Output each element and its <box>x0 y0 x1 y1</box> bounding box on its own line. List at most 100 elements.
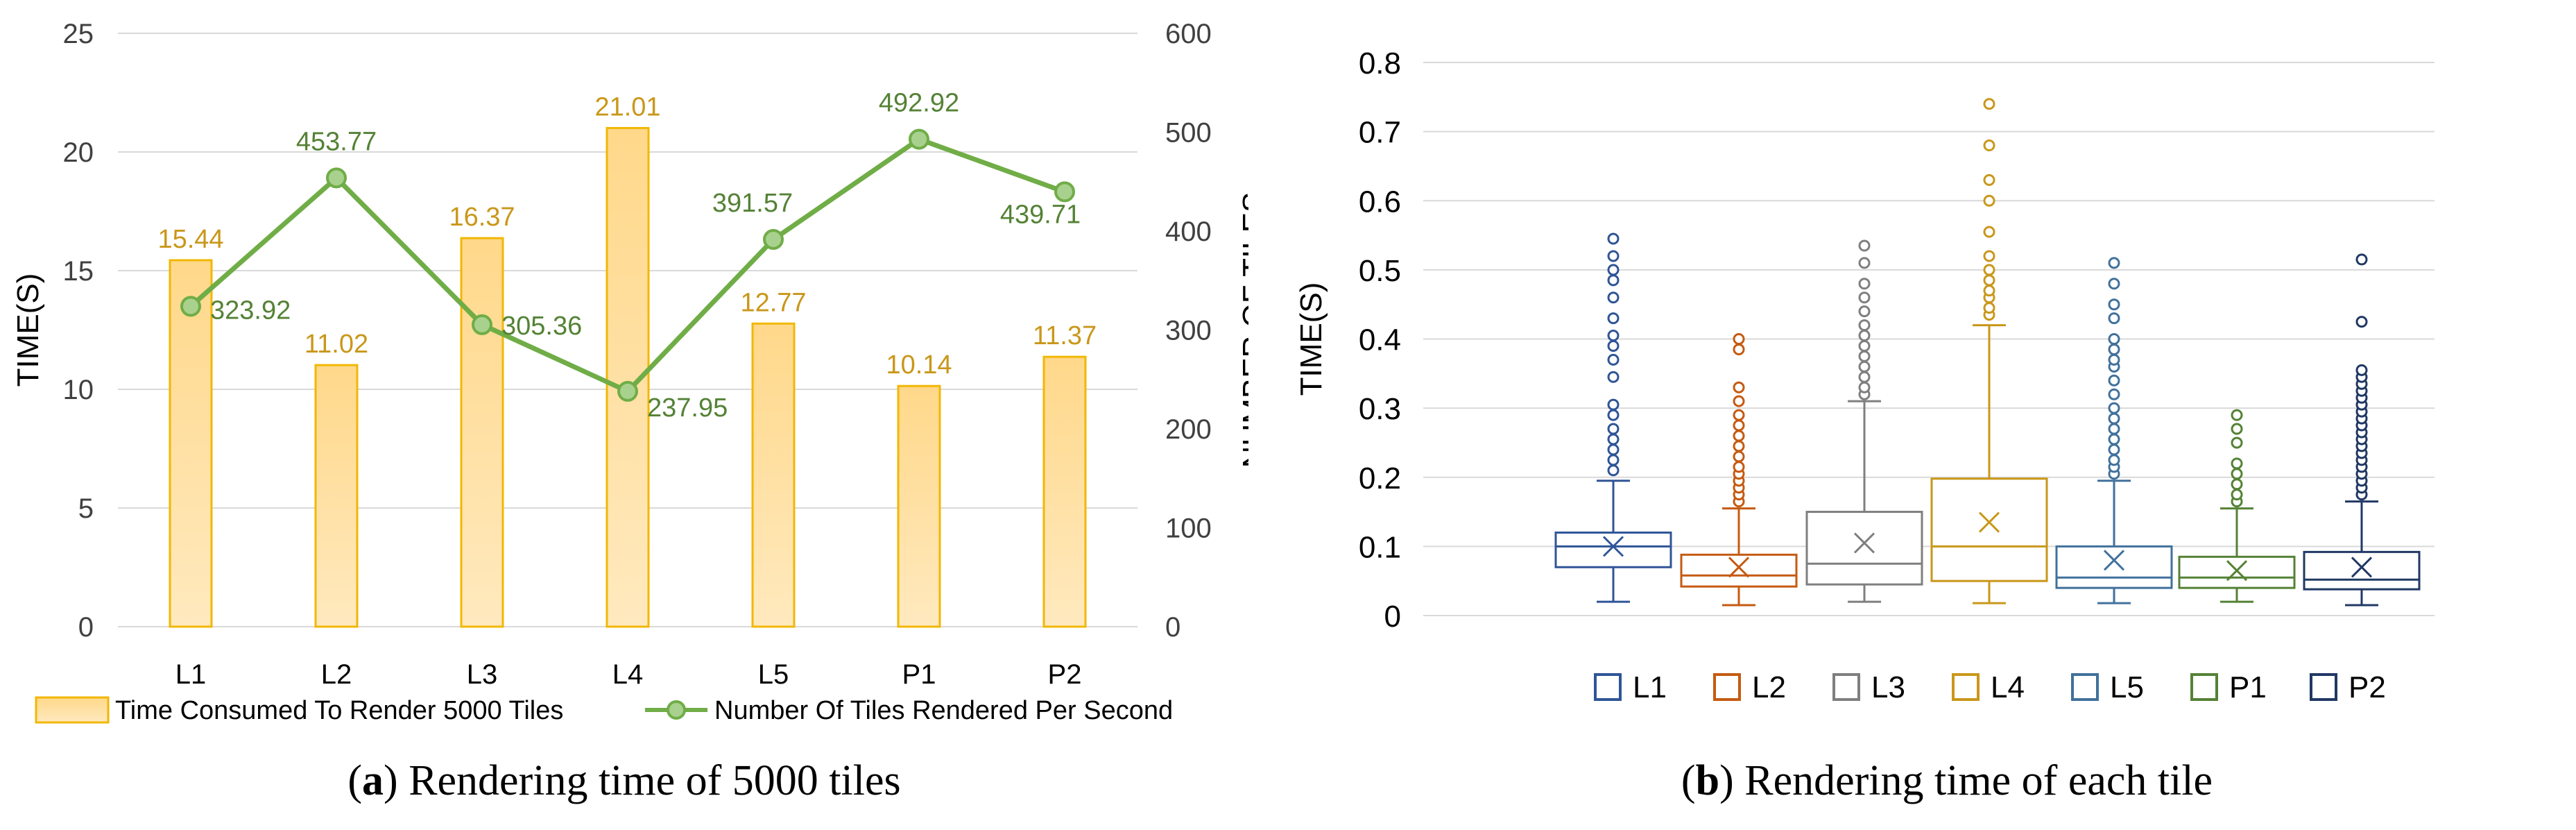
legend-swatch-bar <box>35 696 110 724</box>
box-outlier <box>1607 330 1620 342</box>
bar-data-label: 11.37 <box>1033 321 1097 350</box>
legend-swatch-b <box>1952 673 1980 701</box>
box-outlier <box>2231 457 2243 470</box>
bar <box>1042 355 1087 628</box>
chart-a: 0 5 10 15 20 25 0 100 200 300 400 500 600 TIME(S) NUMB… <box>11 19 1248 725</box>
box-outlier <box>1858 305 1871 318</box>
x-tick-label-a: P2 <box>1048 659 1082 690</box>
box-outlier <box>1607 274 1620 287</box>
line-marker <box>763 229 784 251</box>
box-outlier <box>2108 312 2120 325</box>
box-outlier <box>1607 264 1620 276</box>
x-tick-label-a: L1 <box>175 659 207 690</box>
box-outlier <box>2108 388 2120 400</box>
box-outlier <box>2108 443 2120 456</box>
line-data-label: 391.57 <box>712 189 793 218</box>
legend-swatch-b <box>2190 673 2218 701</box>
box-outlier <box>1858 339 1871 352</box>
legend-label-b: L2 <box>1752 670 1786 704</box>
y-tick-label-b: 0.8 <box>1359 46 1401 81</box>
box-outlier <box>2231 478 2243 491</box>
y-tick-label-b: 0.5 <box>1359 254 1401 288</box>
line-marker <box>180 296 201 317</box>
box-body <box>2178 555 2296 589</box>
box-body <box>1680 553 1798 588</box>
bar <box>314 364 359 628</box>
line-marker <box>472 314 492 335</box>
y-tick-label-b: 0.1 <box>1359 530 1401 564</box>
box-outlier <box>2108 412 2120 425</box>
box-outlier <box>1733 461 1745 473</box>
box-outlier <box>2108 278 2120 290</box>
line-data-label: 237.95 <box>647 393 728 423</box>
box-outlier <box>1858 278 1871 290</box>
x-tick-label-a: L4 <box>612 659 644 690</box>
caption-a-text: Rendering time of 5000 tiles <box>397 757 901 804</box>
line-marker <box>909 128 929 150</box>
y2-tick-label-a: 100 <box>1165 514 1212 544</box>
box-outlier <box>1607 433 1620 446</box>
box-outlier <box>1733 430 1745 442</box>
box-outlier <box>2108 374 2120 387</box>
bar-data-label: 11.02 <box>304 330 368 359</box>
bar-data-label: 21.01 <box>594 92 660 121</box>
legend-marker-line <box>667 700 686 720</box>
box-outlier <box>1733 395 1745 407</box>
box-outlier <box>1858 381 1871 393</box>
box-outlier <box>2108 433 2120 446</box>
box-outlier <box>2231 489 2243 501</box>
box-outlier <box>1607 398 1620 411</box>
box-outlier <box>2108 423 2120 435</box>
box-outlier <box>1983 264 1995 276</box>
legend-swatch-b <box>2071 673 2099 701</box>
box-mean-marker <box>1978 511 2000 533</box>
y2-tick-label-a: 400 <box>1165 217 1212 247</box>
legend-label-line: Number Of Tiles Rendered Per Second <box>714 696 1173 725</box>
box-outlier <box>1607 232 1620 245</box>
box-outlier <box>1733 450 1745 463</box>
box-outlier <box>2231 409 2243 421</box>
line-marker <box>1054 181 1075 203</box>
box-outlier <box>2355 316 2368 328</box>
box-outlier <box>1607 339 1620 352</box>
legend-label-b: L1 <box>1633 670 1667 704</box>
line-data-label: 492.92 <box>879 89 959 118</box>
x-tick-label-a: L3 <box>467 659 498 690</box>
box-outlier <box>1607 464 1620 477</box>
box-outlier <box>2108 454 2120 466</box>
bar <box>460 237 504 628</box>
box-outlier <box>1733 409 1745 421</box>
box-body <box>1930 477 2048 582</box>
box-mean-marker <box>1602 536 1624 557</box>
y-tick-label-b: 0.2 <box>1359 461 1401 496</box>
box-outlier <box>1607 371 1620 383</box>
box-outlier <box>2231 423 2243 435</box>
box-outlier <box>1607 409 1620 421</box>
bar-data-label: 16.37 <box>449 203 515 232</box>
y-tick-label-a: 10 <box>63 375 94 405</box>
legend-label-b: L5 <box>2110 670 2144 704</box>
line-data-label: 305.36 <box>501 312 582 341</box>
box-outlier <box>1607 454 1620 466</box>
box-outlier <box>1983 302 1995 314</box>
line-data-label: 453.77 <box>296 127 377 156</box>
box-outlier <box>1983 274 1995 287</box>
box-outlier <box>2108 343 2120 355</box>
legend-swatch-b <box>2310 673 2337 701</box>
box-body <box>2055 545 2173 589</box>
y-tick-label-b: 0 <box>1384 600 1401 634</box>
box-outlier <box>2108 333 2120 345</box>
y-tick-label-a: 20 <box>63 137 94 168</box>
box-outlier <box>1858 360 1871 373</box>
box-outlier <box>1607 312 1620 325</box>
box-mean-marker <box>1728 557 1750 578</box>
y2-tick-label-a: 500 <box>1165 118 1212 149</box>
box-outlier <box>1607 291 1620 304</box>
bar <box>169 259 213 628</box>
box-outlier <box>1858 291 1871 304</box>
box-outlier <box>1983 250 1995 262</box>
y-tick-label-b: 0.6 <box>1359 185 1401 219</box>
box-outlier <box>1858 257 1871 269</box>
box-outlier <box>1607 443 1620 456</box>
box-outlier <box>1733 333 1745 345</box>
